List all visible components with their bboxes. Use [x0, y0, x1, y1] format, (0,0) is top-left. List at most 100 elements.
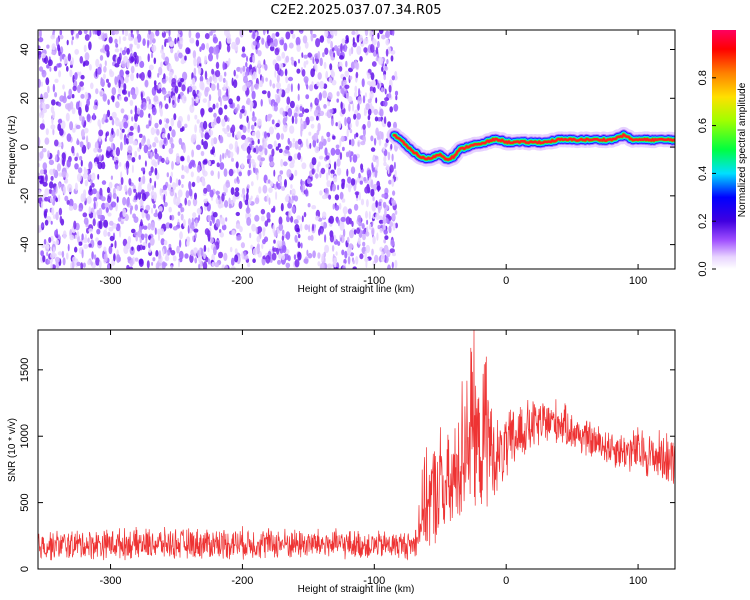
noise-speckle [251, 223, 256, 232]
noise-speckle [369, 90, 374, 99]
noise-speckle [366, 169, 372, 178]
noise-speckle [377, 40, 380, 49]
noise-speckle [107, 99, 110, 106]
noise-speckle [290, 30, 294, 35]
noise-speckle [204, 88, 209, 97]
noise-speckle [297, 251, 302, 261]
noise-speckle [71, 36, 74, 41]
noise-speckle [62, 230, 67, 240]
snr-x-tick-label: -200 [231, 575, 253, 587]
noise-speckle [58, 194, 61, 202]
noise-speckle [155, 209, 158, 215]
noise-speckle [81, 116, 85, 123]
noise-speckle [294, 140, 299, 150]
noise-speckle [123, 96, 129, 102]
noise-speckle [196, 89, 199, 95]
noise-speckle [307, 52, 313, 58]
noise-speckle [180, 155, 185, 161]
noise-speckle [342, 146, 345, 152]
noise-speckle [51, 43, 56, 51]
noise-speckle [348, 247, 351, 257]
noise-speckle [278, 148, 283, 153]
noise-speckle [224, 104, 228, 110]
noise-speckle [148, 248, 152, 253]
noise-speckle [313, 109, 319, 117]
noise-speckle [52, 110, 56, 119]
noise-speckle [102, 113, 107, 121]
noise-speckle [51, 207, 55, 216]
noise-speckle [150, 191, 153, 196]
noise-speckle [82, 262, 86, 268]
noise-speckle [186, 155, 190, 163]
noise-speckle [293, 219, 299, 225]
noise-speckle [358, 172, 361, 179]
noise-speckle [391, 199, 397, 206]
noise-speckle [83, 244, 89, 249]
noise-speckle [170, 171, 173, 178]
noise-speckle [203, 140, 208, 150]
noise-speckle [289, 189, 292, 195]
noise-speckle [234, 191, 240, 197]
noise-speckle [326, 263, 333, 269]
noise-speckle [72, 74, 75, 83]
noise-speckle [223, 252, 228, 262]
noise-speckle [266, 34, 271, 44]
noise-speckle [106, 109, 111, 118]
noise-speckle [137, 230, 142, 238]
noise-speckle [41, 148, 47, 153]
noise-speckle [228, 197, 231, 205]
noise-speckle [118, 121, 124, 129]
noise-speckle [249, 56, 253, 63]
noise-speckle [139, 60, 145, 68]
noise-speckle [90, 233, 93, 240]
noise-speckle [94, 161, 98, 167]
snr-x-tick-label: -300 [100, 575, 122, 587]
noise-speckle [387, 151, 391, 161]
noise-speckle [168, 206, 172, 213]
noise-speckle [88, 206, 92, 215]
noise-speckle [136, 43, 140, 49]
noise-speckle [165, 118, 170, 124]
noise-speckle [362, 135, 367, 144]
noise-speckle [81, 249, 84, 259]
noise-speckle [55, 239, 59, 246]
noise-speckle [194, 114, 198, 120]
noise-speckle [359, 34, 363, 43]
noise-speckle [348, 48, 352, 57]
noise-speckle [71, 107, 76, 115]
noise-speckle [277, 55, 281, 61]
noise-speckle [111, 127, 114, 135]
spectrogram-x-tick-label: -200 [231, 275, 253, 287]
noise-speckle [152, 257, 156, 262]
snr-y-tick-label: 500 [19, 493, 31, 511]
noise-speckle [297, 138, 302, 145]
noise-speckle [91, 182, 95, 188]
noise-speckle [364, 250, 367, 260]
noise-speckle [96, 209, 100, 217]
noise-speckle [345, 183, 349, 188]
noise-speckle [159, 104, 162, 114]
noise-speckle [387, 121, 392, 128]
noise-speckle [158, 119, 162, 125]
noise-speckle [371, 79, 376, 88]
noise-speckle [257, 226, 263, 233]
noise-speckle [269, 154, 274, 163]
noise-speckle [48, 159, 55, 166]
spectrogram-x-tick-label: 0 [503, 275, 509, 287]
noise-speckle [349, 155, 352, 163]
noise-speckle [44, 219, 49, 226]
noise-speckle [362, 241, 366, 247]
noise-speckle [391, 213, 396, 221]
noise-speckle [303, 54, 308, 59]
noise-speckle [276, 247, 280, 255]
noise-speckle [310, 123, 315, 129]
noise-speckle [348, 103, 351, 112]
noise-speckle [181, 174, 185, 179]
noise-speckle [92, 211, 97, 220]
noise-speckle [161, 157, 165, 163]
noise-speckle [55, 37, 59, 47]
noise-speckle [345, 60, 348, 68]
noise-speckle [58, 70, 62, 78]
noise-speckle [86, 195, 92, 204]
noise-speckle [161, 53, 166, 59]
